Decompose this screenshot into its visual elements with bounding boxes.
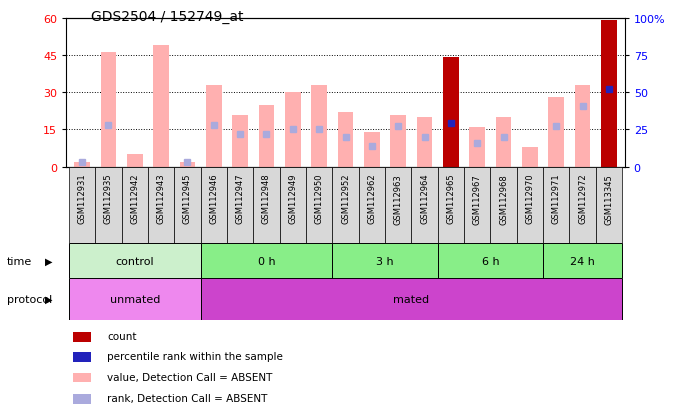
Bar: [206, 85, 222, 167]
Text: GSM112935: GSM112935: [104, 173, 113, 224]
Text: count: count: [107, 332, 137, 342]
Text: percentile rank within the sample: percentile rank within the sample: [107, 351, 283, 361]
Text: GSM112972: GSM112972: [578, 173, 587, 224]
Bar: [332, 167, 359, 244]
Bar: [179, 162, 195, 167]
Bar: [253, 167, 280, 244]
Bar: [74, 162, 90, 167]
Bar: [390, 115, 406, 167]
Text: ▶: ▶: [45, 256, 53, 266]
Bar: [443, 58, 459, 167]
Text: 3 h: 3 h: [376, 256, 394, 266]
Text: 24 h: 24 h: [570, 256, 595, 266]
Bar: [311, 85, 327, 167]
Text: GSM112970: GSM112970: [526, 173, 535, 224]
Text: GSM112964: GSM112964: [420, 173, 429, 224]
Bar: [101, 53, 117, 167]
Bar: [200, 167, 227, 244]
Text: protocol: protocol: [7, 294, 52, 304]
Bar: [200, 279, 622, 320]
Text: 6 h: 6 h: [482, 256, 499, 266]
Bar: [148, 167, 174, 244]
Text: GSM112963: GSM112963: [394, 173, 403, 224]
Bar: [338, 113, 353, 167]
Text: rank, Detection Call = ABSENT: rank, Detection Call = ABSENT: [107, 393, 267, 403]
Bar: [258, 105, 274, 167]
Bar: [438, 167, 464, 244]
Bar: [411, 167, 438, 244]
Text: GSM112971: GSM112971: [551, 173, 560, 224]
Text: GSM112943: GSM112943: [156, 173, 165, 224]
Bar: [595, 167, 622, 244]
Bar: [464, 167, 491, 244]
Bar: [570, 167, 595, 244]
Bar: [280, 167, 306, 244]
Text: GSM112967: GSM112967: [473, 173, 482, 224]
Text: GDS2504 / 152749_at: GDS2504 / 152749_at: [91, 10, 243, 24]
Text: GSM112968: GSM112968: [499, 173, 508, 224]
Bar: [496, 118, 512, 167]
Text: GSM112942: GSM112942: [131, 173, 140, 224]
Bar: [121, 167, 148, 244]
Bar: [522, 147, 537, 167]
Bar: [73, 352, 91, 362]
Text: ▶: ▶: [45, 294, 53, 304]
Text: GSM113345: GSM113345: [604, 173, 614, 224]
Bar: [127, 155, 142, 167]
Bar: [73, 332, 91, 342]
Bar: [332, 244, 438, 279]
Text: mated: mated: [393, 294, 429, 304]
Bar: [491, 167, 517, 244]
Bar: [227, 167, 253, 244]
Text: GSM112949: GSM112949: [288, 173, 297, 224]
Text: GSM112945: GSM112945: [183, 173, 192, 224]
Text: GSM112946: GSM112946: [209, 173, 218, 224]
Bar: [73, 394, 91, 404]
Bar: [601, 21, 617, 167]
Bar: [174, 167, 200, 244]
Bar: [359, 167, 385, 244]
Bar: [96, 167, 121, 244]
Bar: [417, 118, 433, 167]
Bar: [364, 133, 380, 167]
Bar: [306, 167, 332, 244]
Text: control: control: [115, 256, 154, 266]
Text: time: time: [7, 256, 32, 266]
Bar: [69, 167, 96, 244]
Bar: [438, 244, 543, 279]
Text: 0 h: 0 h: [258, 256, 275, 266]
Text: value, Detection Call = ABSENT: value, Detection Call = ABSENT: [107, 372, 272, 382]
Text: GSM112931: GSM112931: [77, 173, 87, 224]
Bar: [543, 244, 622, 279]
Text: GSM112948: GSM112948: [262, 173, 271, 224]
Bar: [69, 279, 200, 320]
Bar: [549, 98, 564, 167]
Bar: [232, 115, 248, 167]
Bar: [69, 244, 200, 279]
Bar: [517, 167, 543, 244]
Bar: [154, 46, 169, 167]
Bar: [574, 85, 591, 167]
Text: GSM112947: GSM112947: [236, 173, 245, 224]
Bar: [385, 167, 411, 244]
Bar: [543, 167, 570, 244]
Bar: [285, 93, 301, 167]
Text: GSM112950: GSM112950: [315, 173, 324, 224]
Text: GSM112965: GSM112965: [446, 173, 455, 224]
Bar: [200, 244, 332, 279]
Text: GSM112952: GSM112952: [341, 173, 350, 224]
Text: unmated: unmated: [110, 294, 160, 304]
Bar: [73, 373, 91, 382]
Text: GSM112962: GSM112962: [367, 173, 376, 224]
Bar: [469, 128, 485, 167]
